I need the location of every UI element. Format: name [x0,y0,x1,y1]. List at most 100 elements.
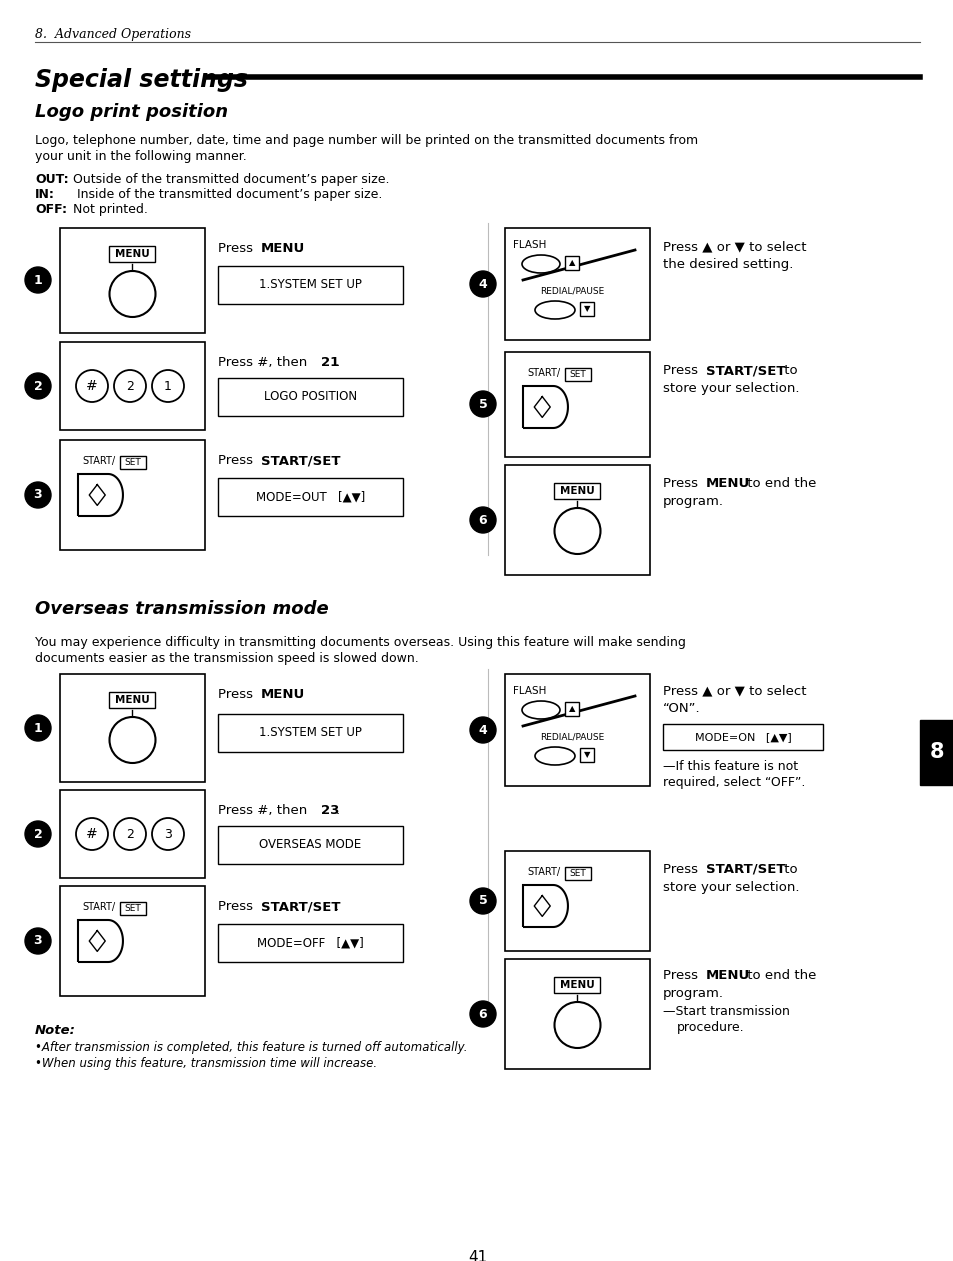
Text: SET: SET [569,869,586,878]
Circle shape [25,482,51,508]
Text: MENU: MENU [261,689,305,701]
Text: MENU: MENU [115,248,150,259]
Ellipse shape [113,369,146,402]
Text: —If this feature is not: —If this feature is not [662,760,798,773]
Text: Logo print position: Logo print position [35,103,228,121]
Text: MENU: MENU [705,968,749,982]
Text: SET: SET [125,458,141,467]
Text: 3: 3 [33,488,42,502]
Text: “ON”.: “ON”. [662,702,700,715]
Text: 3: 3 [33,934,42,947]
Bar [60,440,205,550]
Text: START/: START/ [82,456,115,467]
Bar [218,924,402,962]
Text: Press: Press [662,863,701,876]
Text: store your selection.: store your selection. [662,382,799,395]
Text: Special settings: Special settings [35,68,248,92]
Bar [662,724,822,750]
Bar [564,368,590,381]
Text: OVERSEAS MODE: OVERSEAS MODE [259,839,361,851]
Ellipse shape [76,369,108,402]
Text: to: to [780,863,797,876]
Circle shape [25,715,51,741]
Ellipse shape [554,1002,599,1048]
Text: .: . [335,805,340,817]
Bar [579,748,594,762]
Text: Press #, then: Press #, then [218,805,312,817]
Bar [504,465,649,575]
Text: 2: 2 [33,827,42,841]
Text: OUT:: OUT: [35,173,69,187]
Text: .: . [297,689,302,701]
Text: 2: 2 [126,380,133,392]
Text: MENU: MENU [559,980,595,990]
Text: ▲: ▲ [568,705,575,714]
Text: REDIAL/PAUSE: REDIAL/PAUSE [539,731,603,741]
Ellipse shape [521,701,559,719]
Ellipse shape [113,818,146,850]
Ellipse shape [76,818,108,850]
Text: Press ▲ or ▼ to select: Press ▲ or ▼ to select [662,240,805,253]
Text: OFF:: OFF: [35,203,67,216]
Text: Note:: Note: [35,1024,76,1037]
Text: LOGO POSITION: LOGO POSITION [264,391,356,404]
Text: ▼: ▼ [583,750,590,759]
Ellipse shape [535,747,575,765]
PathPatch shape [522,885,567,927]
Text: procedure.: procedure. [677,1021,744,1034]
Text: —Start transmission: —Start transmission [662,1005,789,1018]
Text: START/SET: START/SET [261,454,340,467]
Circle shape [25,267,51,293]
Text: START/SET: START/SET [705,364,784,377]
Ellipse shape [152,818,184,850]
Text: Press: Press [218,454,257,467]
Text: #: # [86,380,98,393]
Circle shape [470,1001,496,1026]
Text: 2: 2 [33,380,42,392]
Text: to end the: to end the [742,477,816,491]
Text: #: # [86,827,98,841]
Text: 1: 1 [164,380,172,392]
Circle shape [25,821,51,847]
Text: 21: 21 [320,356,339,369]
Text: program.: program. [662,987,723,1000]
Bar [60,673,205,782]
Text: FLASH: FLASH [513,240,546,250]
Text: Logo, telephone number, date, time and page number will be printed on the transm: Logo, telephone number, date, time and p… [35,134,698,148]
Circle shape [470,888,496,914]
Ellipse shape [554,508,599,554]
Text: FLASH: FLASH [513,686,546,696]
Ellipse shape [110,718,155,763]
Text: the desired setting.: the desired setting. [662,259,793,271]
Text: IN:: IN: [35,188,55,200]
Bar [60,228,205,333]
Text: You may experience difficulty in transmitting documents overseas. Using this fea: You may experience difficulty in transmi… [35,636,685,649]
Ellipse shape [521,255,559,272]
Text: Press: Press [218,689,257,701]
Text: START/SET: START/SET [261,900,340,913]
Text: MENU: MENU [261,242,305,255]
Text: 2: 2 [126,827,133,841]
Text: 5: 5 [478,397,487,411]
Text: Overseas transmission mode: Overseas transmission mode [35,600,329,618]
Text: documents easier as the transmission speed is slowed down.: documents easier as the transmission spe… [35,652,418,665]
Text: .: . [335,356,340,369]
Bar [564,256,578,270]
Ellipse shape [110,271,155,317]
Bar [579,301,594,317]
Circle shape [470,718,496,743]
Text: 8.  Advanced Operations: 8. Advanced Operations [35,28,191,42]
Bar [504,352,649,456]
Bar [554,483,599,499]
Text: START/: START/ [526,868,559,876]
Text: MENU: MENU [115,695,150,705]
Text: 6: 6 [478,513,487,527]
Text: Outside of the transmitted document’s paper size.: Outside of the transmitted document’s pa… [73,173,389,187]
Bar [60,342,205,430]
Text: 1: 1 [33,721,42,734]
Text: REDIAL/PAUSE: REDIAL/PAUSE [539,286,603,295]
Text: .: . [297,242,302,255]
PathPatch shape [78,474,123,516]
Text: .: . [335,900,338,913]
Circle shape [470,391,496,417]
